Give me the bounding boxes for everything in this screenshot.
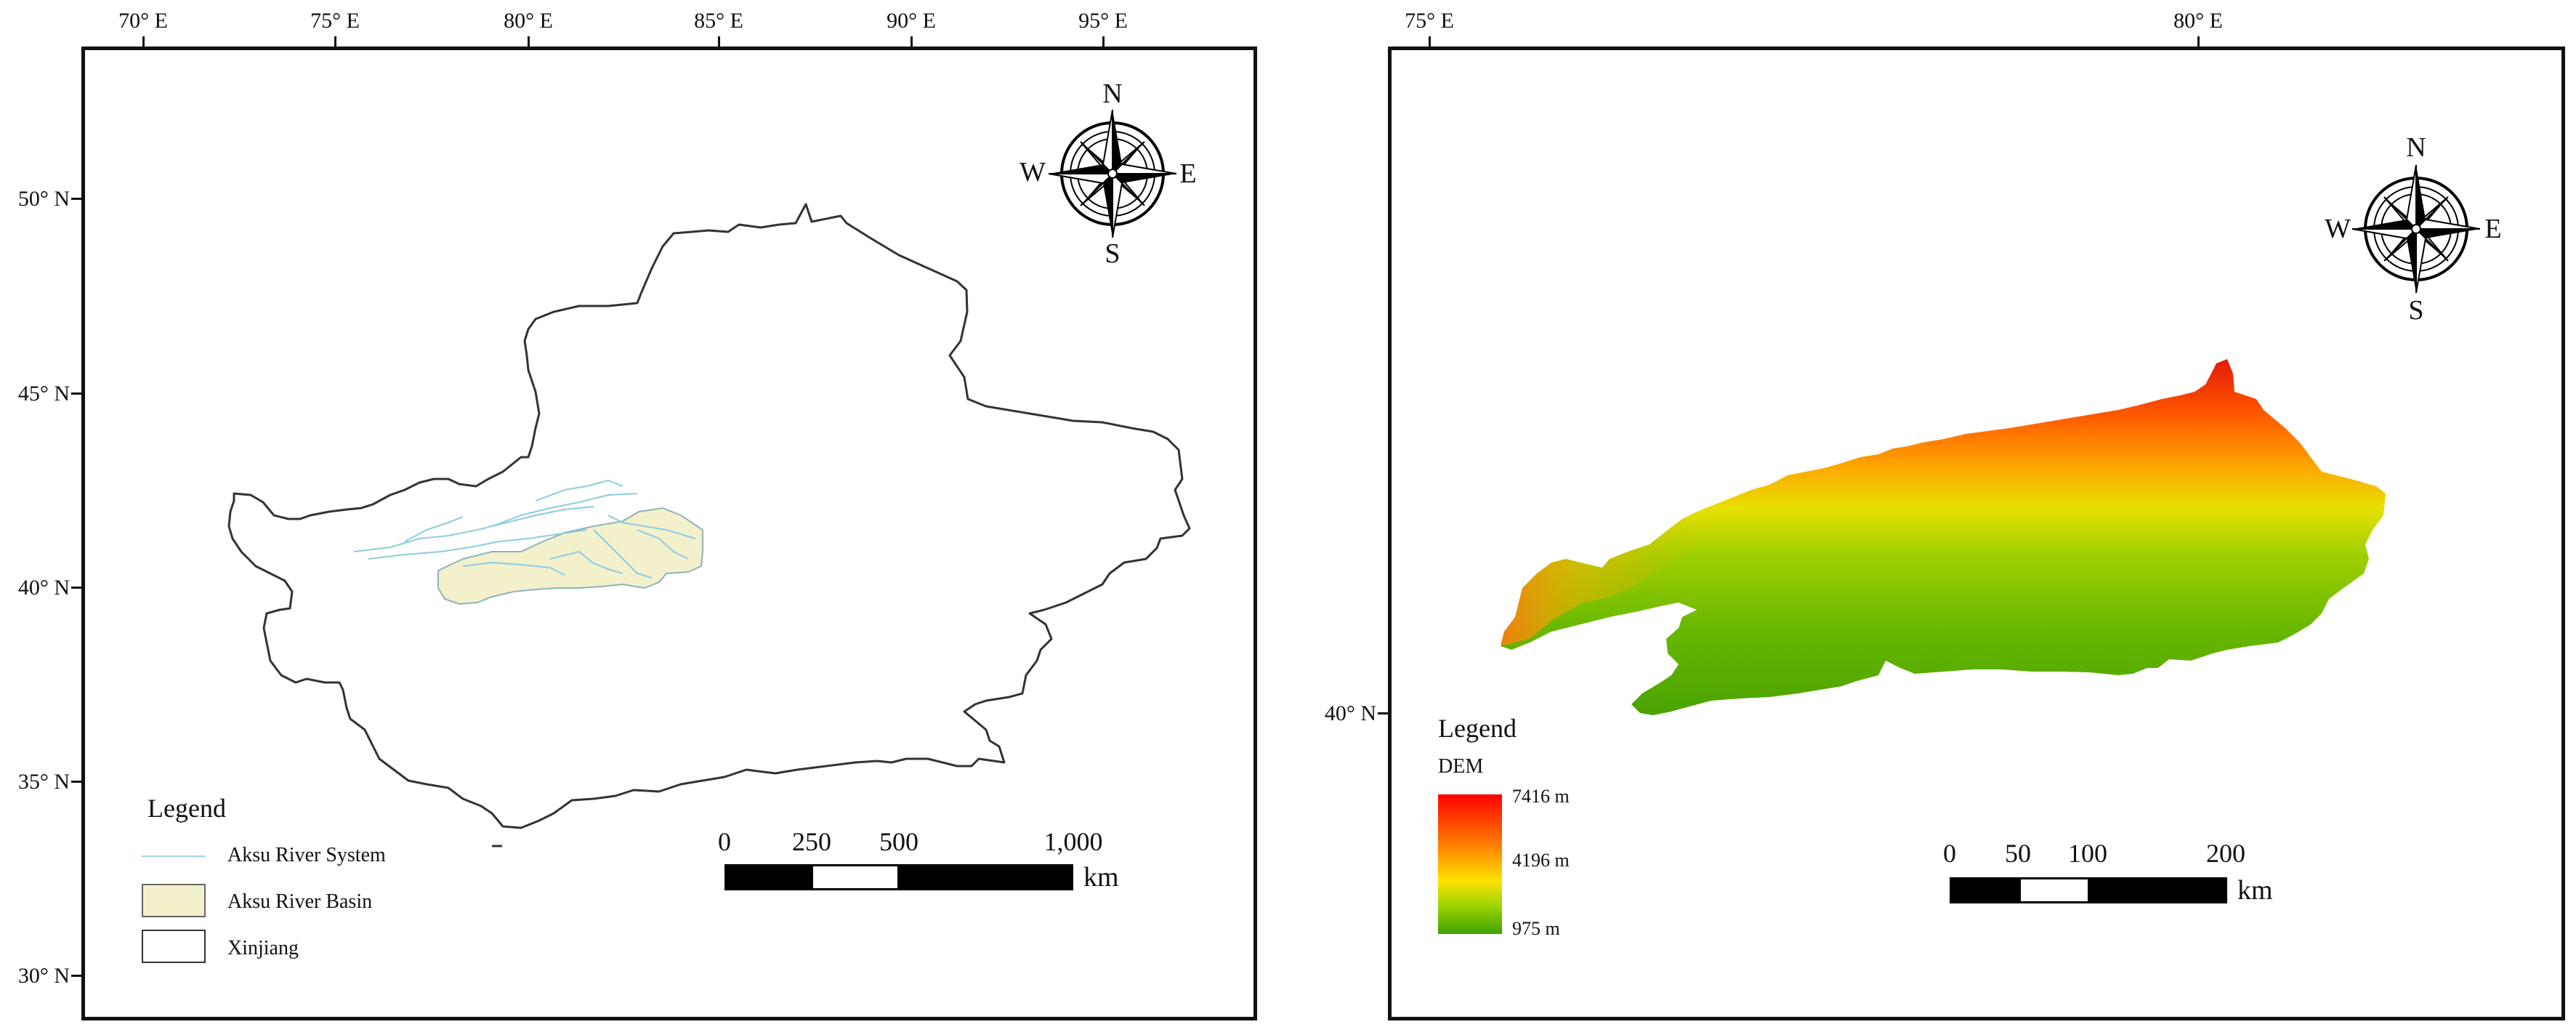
lat-tick (71, 587, 81, 589)
dem-max-label: 7416 m (1512, 786, 1570, 807)
lat-tick (71, 781, 81, 783)
lon-label: 75° E (310, 9, 360, 33)
lat-tick (71, 975, 81, 977)
lat-tick (71, 198, 81, 200)
legend-title: Legend (1438, 714, 1517, 743)
lat-label: 35° N (17, 770, 70, 794)
scale-label: 50 (2005, 839, 2031, 868)
scale-label: 0 (1943, 839, 1956, 868)
scale-label: 250 (792, 827, 831, 856)
legend-symbol-basin (142, 884, 206, 917)
lat-label: 40° N (1324, 701, 1376, 725)
dem-western-highlands (1501, 515, 1697, 646)
lon-tick (528, 36, 530, 47)
dem-mid-label: 4196 m (1512, 850, 1570, 871)
lon-label: 80° E (504, 9, 553, 33)
lat-label: 30° N (17, 964, 70, 988)
lon-label: 90° E (887, 9, 936, 33)
compass-east-label: E (2484, 214, 2502, 244)
dem-basin (1501, 359, 2386, 715)
legend-label-river: Aksu River System (227, 844, 386, 866)
lon-tick (2197, 36, 2200, 47)
compass-south-label: S (1105, 238, 1121, 269)
scale-unit: km (2237, 875, 2273, 906)
right-map-panel: N S E W Legend DEM 7416 m 4196 m 975 m 0… (1388, 47, 2565, 1020)
legend-symbol-xinjiang (142, 930, 206, 963)
lon-tick (718, 36, 720, 47)
lon-label: 80° E (2173, 9, 2223, 33)
compass-north-label: N (2406, 132, 2426, 163)
scale-segment (1950, 877, 2021, 903)
aksu-river-system (353, 479, 696, 579)
lon-tick (1429, 36, 1431, 47)
lat-label: 40° N (17, 576, 70, 600)
xinjiang-boundary (227, 203, 1191, 829)
lat-tick (71, 392, 81, 395)
left-map-panel: N S E W Legend Aksu River System Aksu Ri… (81, 47, 1257, 1020)
scale-label: 0 (718, 827, 731, 856)
dem-legend-subtitle: DEM (1438, 755, 1484, 778)
legend-label-basin: Aksu River Basin (227, 890, 373, 913)
lon-label: 85° E (694, 9, 743, 33)
scale-segment (2088, 877, 2227, 903)
scale-segment (724, 864, 813, 890)
legend-symbol-river (142, 855, 206, 857)
scale-label: 200 (2206, 839, 2245, 868)
compass-north-label: N (1102, 78, 1123, 109)
lon-tick (911, 36, 913, 47)
scale-unit: km (1083, 862, 1119, 893)
scale-segment (811, 864, 900, 890)
scale-label: 500 (879, 827, 918, 856)
compass-south-label: S (2408, 295, 2424, 326)
legend-title: Legend (148, 794, 226, 823)
scale-segment (897, 864, 1073, 890)
scale-label: 100 (2068, 839, 2107, 868)
compass-west-label: W (2325, 214, 2351, 244)
compass-rose-icon (2351, 164, 2481, 294)
scale-segment (2019, 877, 2090, 903)
scale-label: 1,000 (1043, 827, 1103, 856)
lon-tick (1102, 36, 1105, 47)
lon-tick (142, 36, 145, 47)
lat-label: 45° N (17, 382, 70, 406)
dem-min-label: 975 m (1512, 918, 1560, 939)
dem-color-ramp (1438, 794, 1502, 934)
lon-tick (334, 36, 336, 47)
compass-rose-icon (1048, 109, 1177, 238)
lon-label: 70° E (118, 9, 168, 33)
lon-label: 95° E (1078, 9, 1128, 33)
compass-west-label: W (1020, 157, 1046, 188)
lat-label: 50° N (17, 187, 70, 211)
dem-map (1501, 164, 2481, 715)
compass-east-label: E (1179, 158, 1197, 189)
legend-label-xinjiang: Xinjiang (227, 937, 299, 959)
lat-tick (1378, 712, 1388, 714)
xinjiang-map (227, 109, 1191, 847)
lon-label: 75° E (1405, 9, 1454, 33)
